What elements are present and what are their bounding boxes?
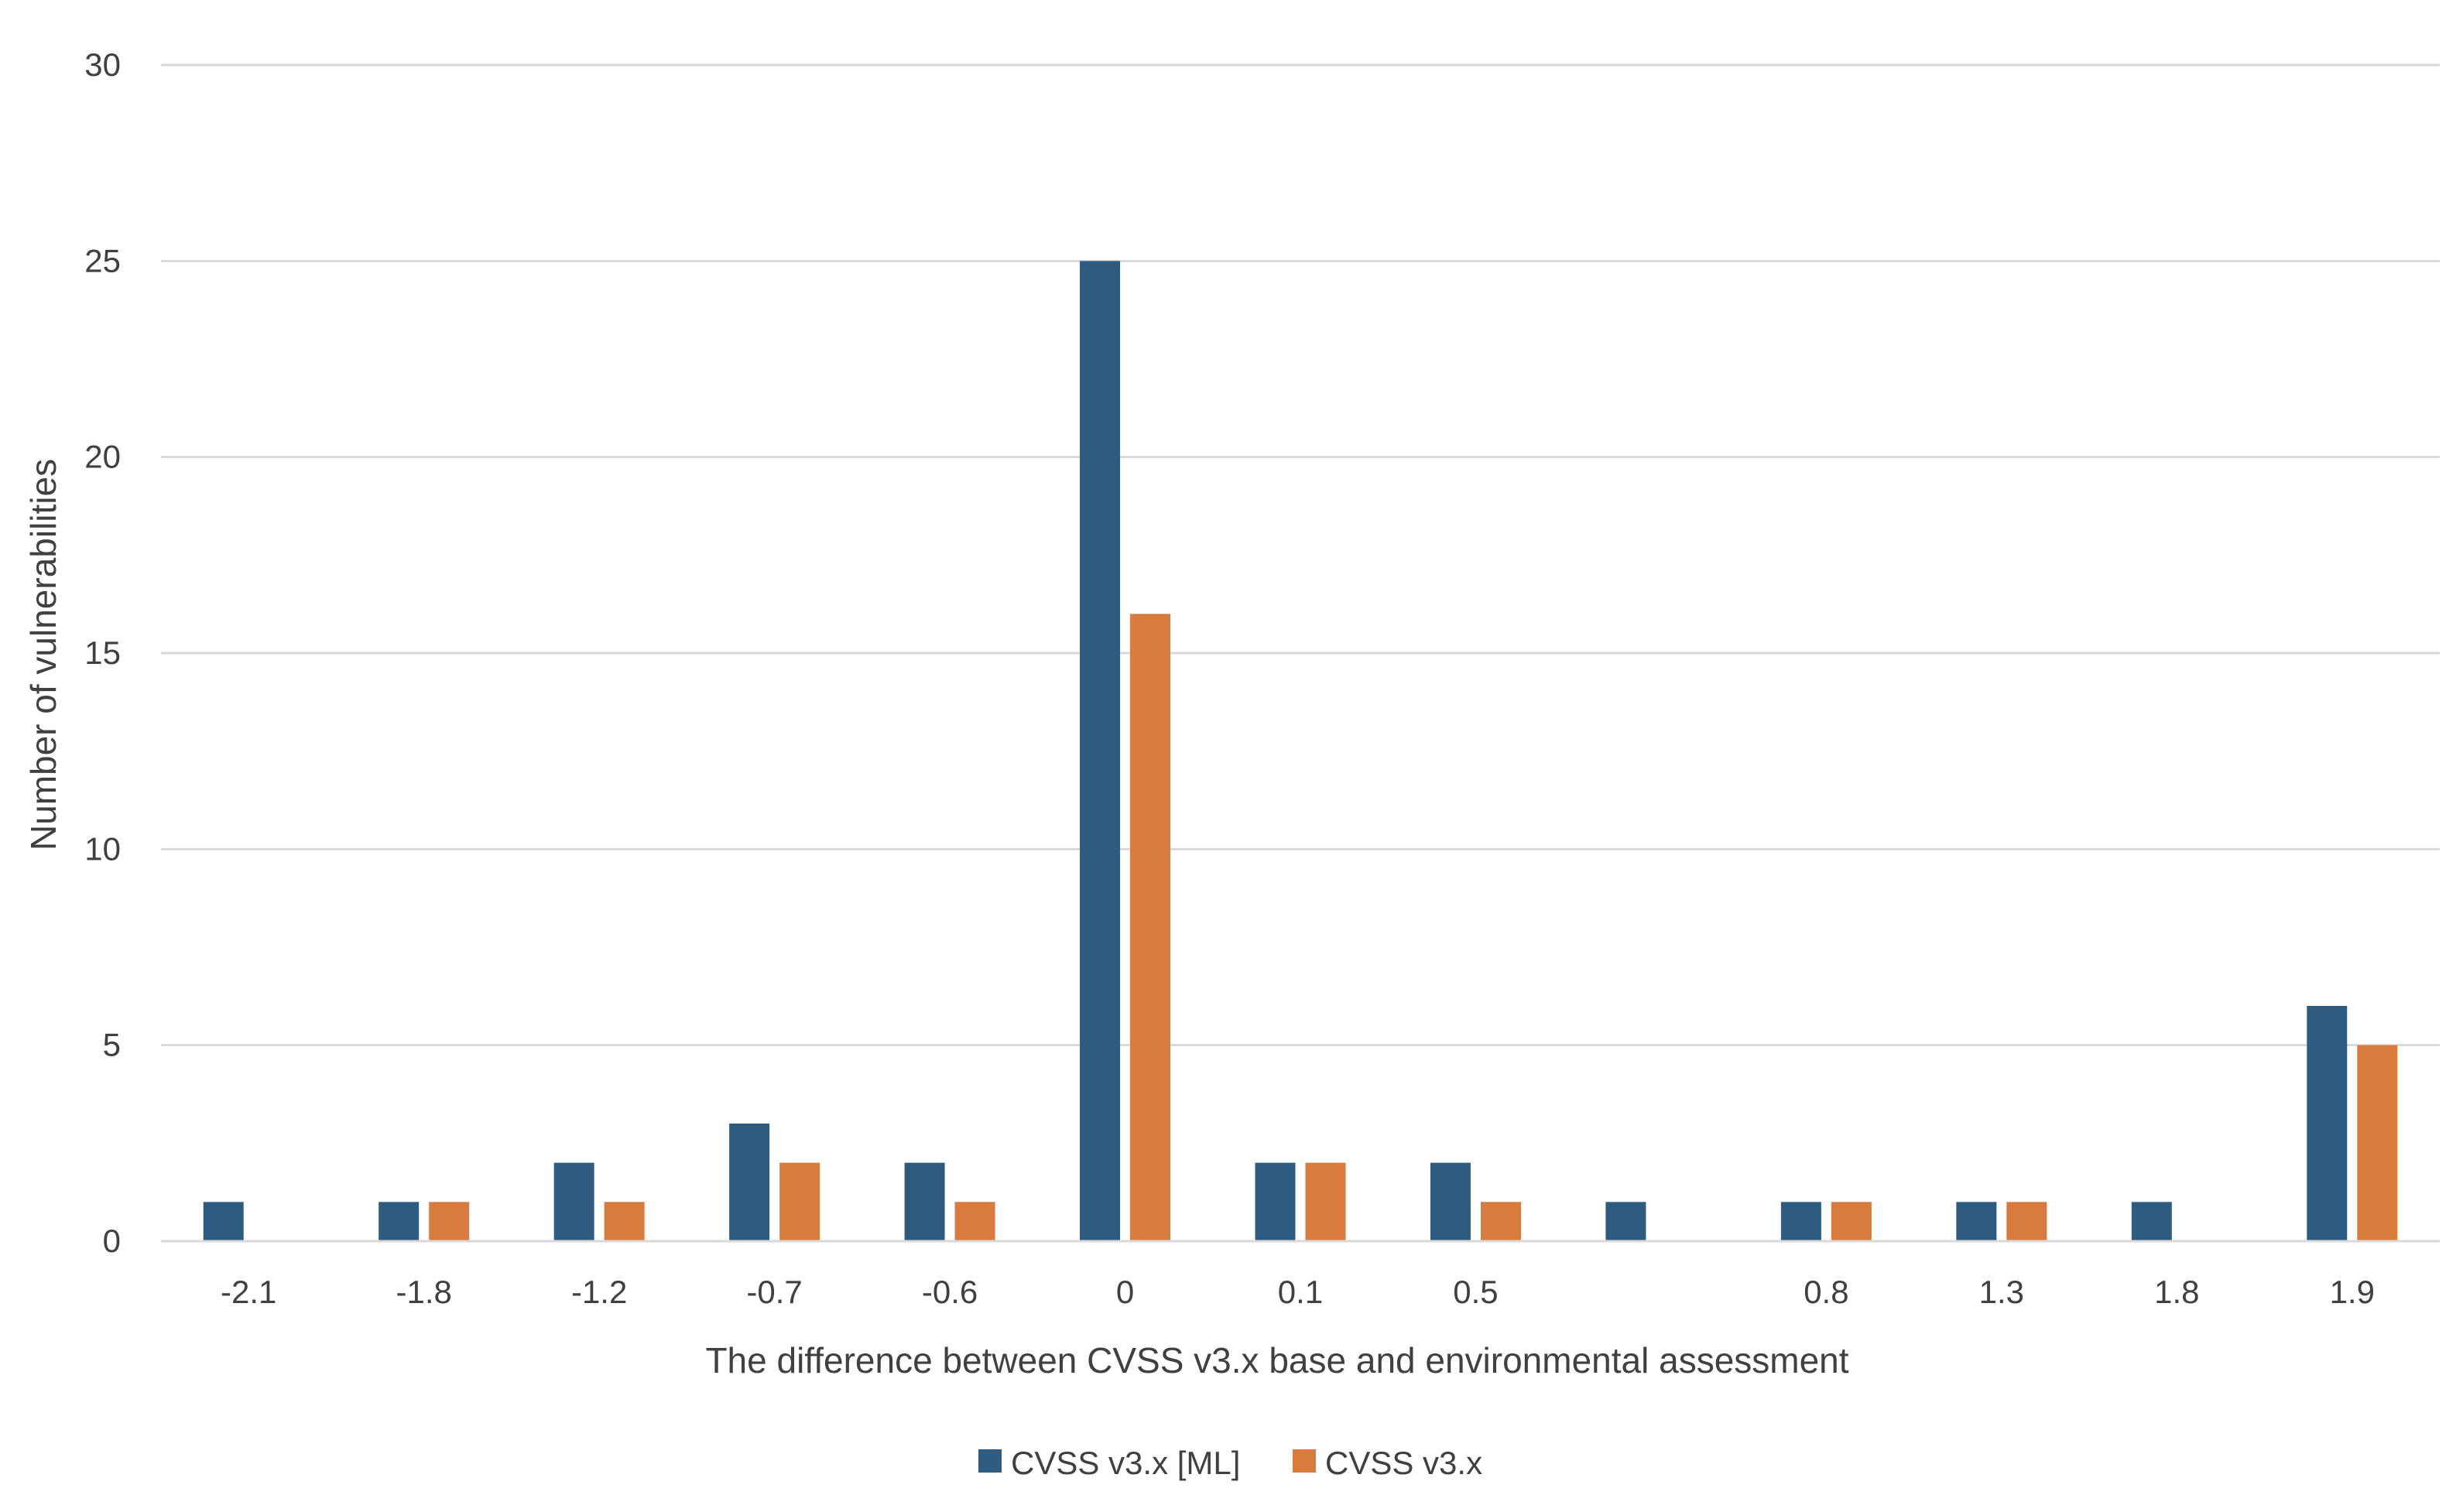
bar-cvss-0.5 [1480, 1202, 1521, 1241]
bar-cvss-0.1 [1305, 1162, 1346, 1241]
legend: CVSS v3.x [ML] CVSS v3.x [978, 1445, 1482, 1481]
x-tick-label: 1.8 [2154, 1274, 2199, 1310]
bar-cvss-ml--1.8 [379, 1202, 420, 1241]
x-tick-label: -2.1 [221, 1274, 276, 1310]
bar-cvss-ml-blank [1605, 1202, 1646, 1241]
bar-cvss-ml--1.2 [553, 1162, 594, 1241]
bar-cvss-ml--2.1 [203, 1202, 244, 1241]
x-tick-label: -1.8 [396, 1274, 452, 1310]
x-tick-label: 0 [1116, 1274, 1134, 1310]
x-tick-label: 0.8 [1804, 1274, 1848, 1310]
x-axis-title: The difference between CVSS v3.x base an… [705, 1340, 1848, 1380]
bar-cvss-ml-0.1 [1255, 1162, 1296, 1241]
legend-swatch [1293, 1449, 1316, 1473]
bar-cvss-ml-1.3 [1956, 1202, 1997, 1241]
bar-cvss-ml-0 [1080, 261, 1121, 1241]
bar-cvss-ml-0.5 [1430, 1162, 1471, 1241]
bar-cvss-0.8 [1831, 1202, 1872, 1241]
bar-cvss-ml-1.9 [2307, 1006, 2348, 1241]
x-tick-label: 0.5 [1453, 1274, 1498, 1310]
bar-cvss-ml-1.8 [2131, 1202, 2172, 1241]
legend-swatch [978, 1449, 1002, 1473]
bar-cvss-ml--0.7 [729, 1124, 770, 1241]
x-tick-label: -0.7 [746, 1274, 802, 1310]
bar-cvss-ml-0.8 [1780, 1202, 1821, 1241]
bar-cvss-ml--0.6 [904, 1162, 945, 1241]
bar-cvss--1.2 [604, 1202, 645, 1241]
bar-cvss-1.3 [2006, 1202, 2047, 1241]
y-axis-ticks: 0 5 10 15 20 25 30 [84, 46, 121, 1259]
bar-cvss--0.7 [779, 1162, 820, 1241]
y-tick-label: 30 [84, 46, 121, 83]
y-tick-label: 15 [84, 635, 121, 671]
x-tick-label: 0.1 [1278, 1274, 1323, 1310]
bars [203, 261, 2398, 1241]
x-tick-label: 1.9 [2330, 1274, 2375, 1310]
bar-cvss--1.8 [429, 1202, 470, 1241]
legend-label: CVSS v3.x [ML] [1011, 1445, 1240, 1481]
x-tick-label: 1.3 [1979, 1274, 2024, 1310]
y-tick-label: 5 [103, 1027, 121, 1063]
x-axis-ticks: -2.1 -1.8 -1.2 -0.7 -0.6 0 0.1 0.5 0.8 1.3 1.8 1.9 [221, 1274, 2375, 1310]
legend-label: CVSS v3.x [1325, 1445, 1482, 1481]
y-tick-label: 10 [84, 830, 121, 867]
bar-cvss-1.9 [2357, 1045, 2398, 1241]
bar-cvss-0 [1130, 614, 1171, 1241]
y-tick-label: 0 [103, 1223, 121, 1259]
y-axis-title: Number of vulnerabilities [23, 459, 63, 850]
x-tick-label: -1.2 [571, 1274, 627, 1310]
bar-cvss--0.6 [954, 1202, 995, 1241]
y-tick-label: 20 [84, 439, 121, 475]
gridlines [161, 63, 2440, 1047]
x-tick-label: -0.6 [922, 1274, 978, 1310]
y-tick-label: 25 [84, 242, 121, 279]
